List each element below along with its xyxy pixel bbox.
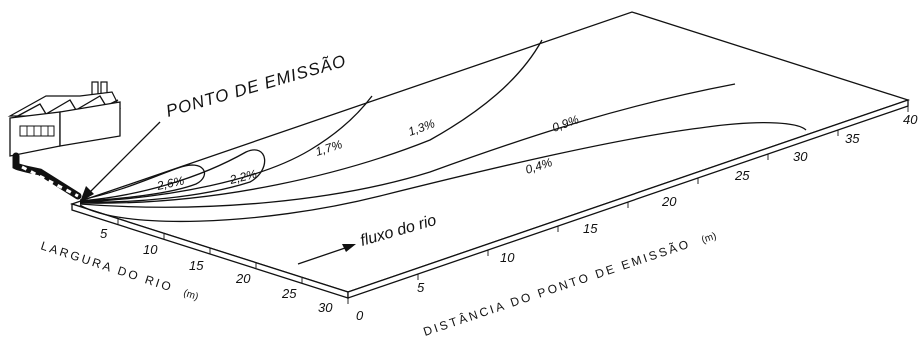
distance-tick: 20 bbox=[661, 194, 677, 209]
contour-line-2-2 bbox=[79, 149, 266, 203]
arrow-icon bbox=[80, 186, 94, 202]
width-axis-unit: (m) bbox=[182, 288, 200, 303]
contour-line-0-9 bbox=[79, 83, 736, 208]
width-tick: 15 bbox=[189, 258, 204, 273]
callout-arrow-line bbox=[85, 121, 161, 197]
distance-axis-unit: (m) bbox=[700, 231, 718, 246]
arrow-icon bbox=[342, 244, 356, 252]
width-tick: 30 bbox=[318, 300, 333, 315]
distance-tick: 5 bbox=[417, 280, 425, 295]
contour-line-1-3 bbox=[79, 39, 543, 204]
emission-point-title: PONTO DE EMISSÃO bbox=[164, 51, 349, 121]
distance-tick: 15 bbox=[583, 221, 598, 236]
factory-icon bbox=[7, 81, 121, 157]
contour-line-2-6 bbox=[79, 164, 206, 202]
pipe-stripes bbox=[21, 165, 79, 198]
width-tick: 5 bbox=[100, 226, 108, 241]
contour-lines bbox=[79, 39, 807, 223]
distance-tick: 35 bbox=[845, 131, 860, 146]
flow-arrow-line bbox=[297, 246, 349, 265]
contour-label: 2,2% bbox=[227, 167, 258, 188]
width-tick: 20 bbox=[235, 271, 251, 286]
contour-line-1-7 bbox=[79, 95, 373, 203]
distance-tick: 25 bbox=[734, 168, 750, 183]
factory-window bbox=[19, 125, 55, 137]
river-slab bbox=[69, 11, 911, 299]
factory-side bbox=[59, 101, 121, 147]
contour-line-0-4 bbox=[79, 122, 807, 223]
width-axis-label: LARGURA DO RIO (m) bbox=[39, 239, 200, 303]
distance-tick: 30 bbox=[793, 149, 808, 164]
width-tick: 10 bbox=[143, 242, 158, 257]
width-tick: 25 bbox=[281, 286, 297, 301]
distance-tick: 10 bbox=[500, 250, 515, 265]
pipe-icon bbox=[12, 152, 82, 200]
contour-label: 2,6% bbox=[155, 173, 186, 193]
width-grid bbox=[71, 204, 349, 298]
distance-tick: 40 bbox=[903, 112, 918, 127]
distance-tick: 0 bbox=[356, 308, 364, 323]
